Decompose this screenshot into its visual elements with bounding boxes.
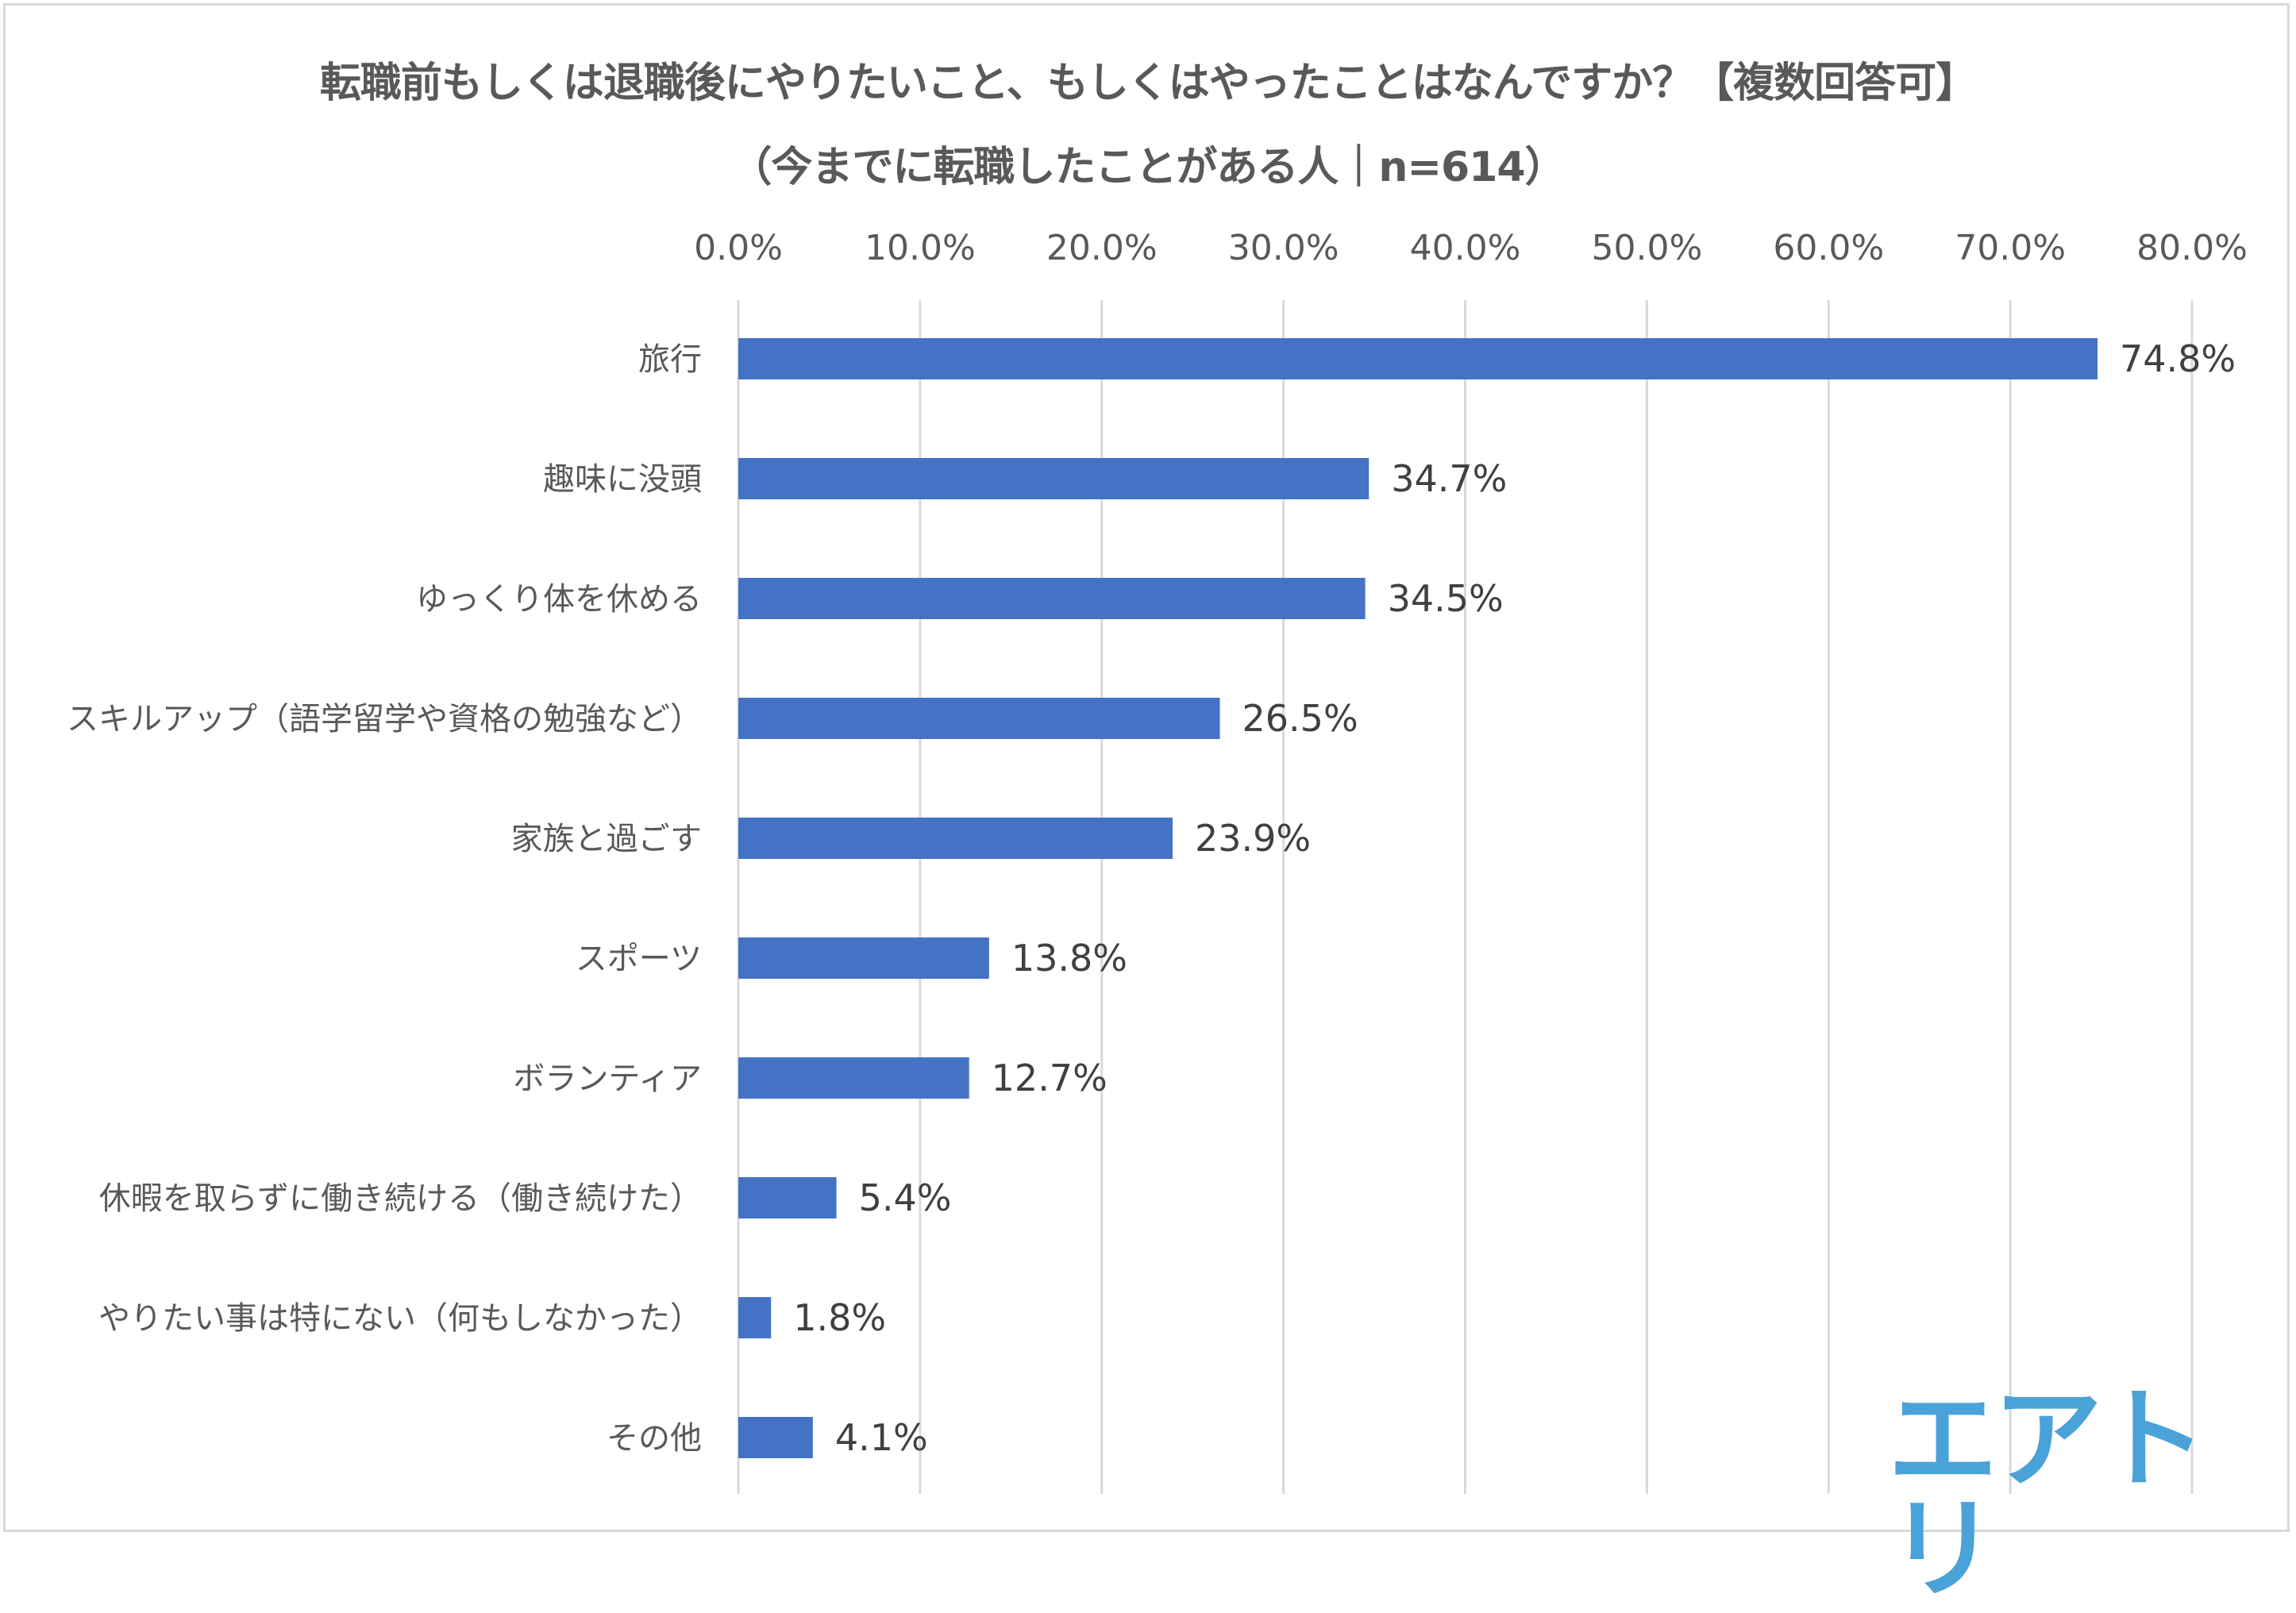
category-label: 休暇を取らずに働き続ける（働き続けた） — [99, 1180, 702, 1217]
category-label: ゆっくり体を休める — [416, 581, 702, 618]
category-label: やりたい事は特にない（何もしなかった） — [98, 1300, 702, 1337]
x-tick-label: 60.0% — [1773, 228, 1884, 268]
category-label: 家族と過ごす — [511, 821, 702, 857]
bar — [738, 818, 1173, 859]
data-label: 34.5% — [1388, 577, 1504, 620]
bar — [738, 458, 1370, 499]
bar — [738, 1297, 772, 1338]
bar — [738, 1417, 813, 1458]
category-label: その他 — [607, 1420, 702, 1457]
chart-title: 転職前もしくは退職後にやりたいこと、もしくはやったことはなんですか？【複数回答可… — [319, 60, 1977, 107]
bar — [738, 698, 1220, 739]
bar — [738, 937, 989, 979]
bar — [738, 1057, 969, 1099]
data-label: 26.5% — [1242, 697, 1358, 740]
x-tick-label: 50.0% — [1591, 228, 1702, 268]
category-label: 旅行 — [638, 341, 702, 378]
data-label: 1.8% — [793, 1296, 886, 1339]
chart-subtitle: （今までに転職したことがある人｜n=614） — [730, 144, 1566, 191]
x-tick-label: 30.0% — [1228, 228, 1339, 268]
data-label: 4.1% — [835, 1416, 928, 1459]
x-tick-label: 80.0% — [2136, 228, 2248, 268]
x-tick-label: 0.0% — [694, 228, 783, 268]
bar — [738, 1177, 837, 1218]
bar-chart: 0.0% 10.0% 20.0% 30.0% 40.0% 50.0% 60.0% 70.0% 8… — [67, 228, 2248, 1494]
category-label: スキルアップ（語学留学や資格の勉強など） — [67, 701, 702, 737]
x-tick-label: 20.0% — [1046, 228, 1158, 268]
bar — [738, 578, 1366, 619]
data-label: 23.9% — [1195, 817, 1311, 860]
airtrip-logo: エアトリ — [1888, 1376, 2207, 1613]
chart-frame — [3, 3, 2290, 1532]
data-label: 12.7% — [992, 1057, 1108, 1099]
x-tick-label: 10.0% — [865, 228, 976, 268]
bar — [738, 338, 2098, 379]
category-label: ボランティア — [513, 1061, 702, 1097]
x-tick-label: 70.0% — [1955, 228, 2066, 268]
data-label: 5.4% — [859, 1176, 952, 1219]
x-tick-label: 40.0% — [1410, 228, 1521, 268]
category-label: 趣味に没頭 — [543, 461, 702, 498]
data-label: 13.8% — [1011, 937, 1127, 980]
category-label: スポーツ — [576, 941, 702, 977]
data-label: 34.7% — [1391, 457, 1507, 500]
data-label: 74.8% — [2120, 337, 2236, 380]
